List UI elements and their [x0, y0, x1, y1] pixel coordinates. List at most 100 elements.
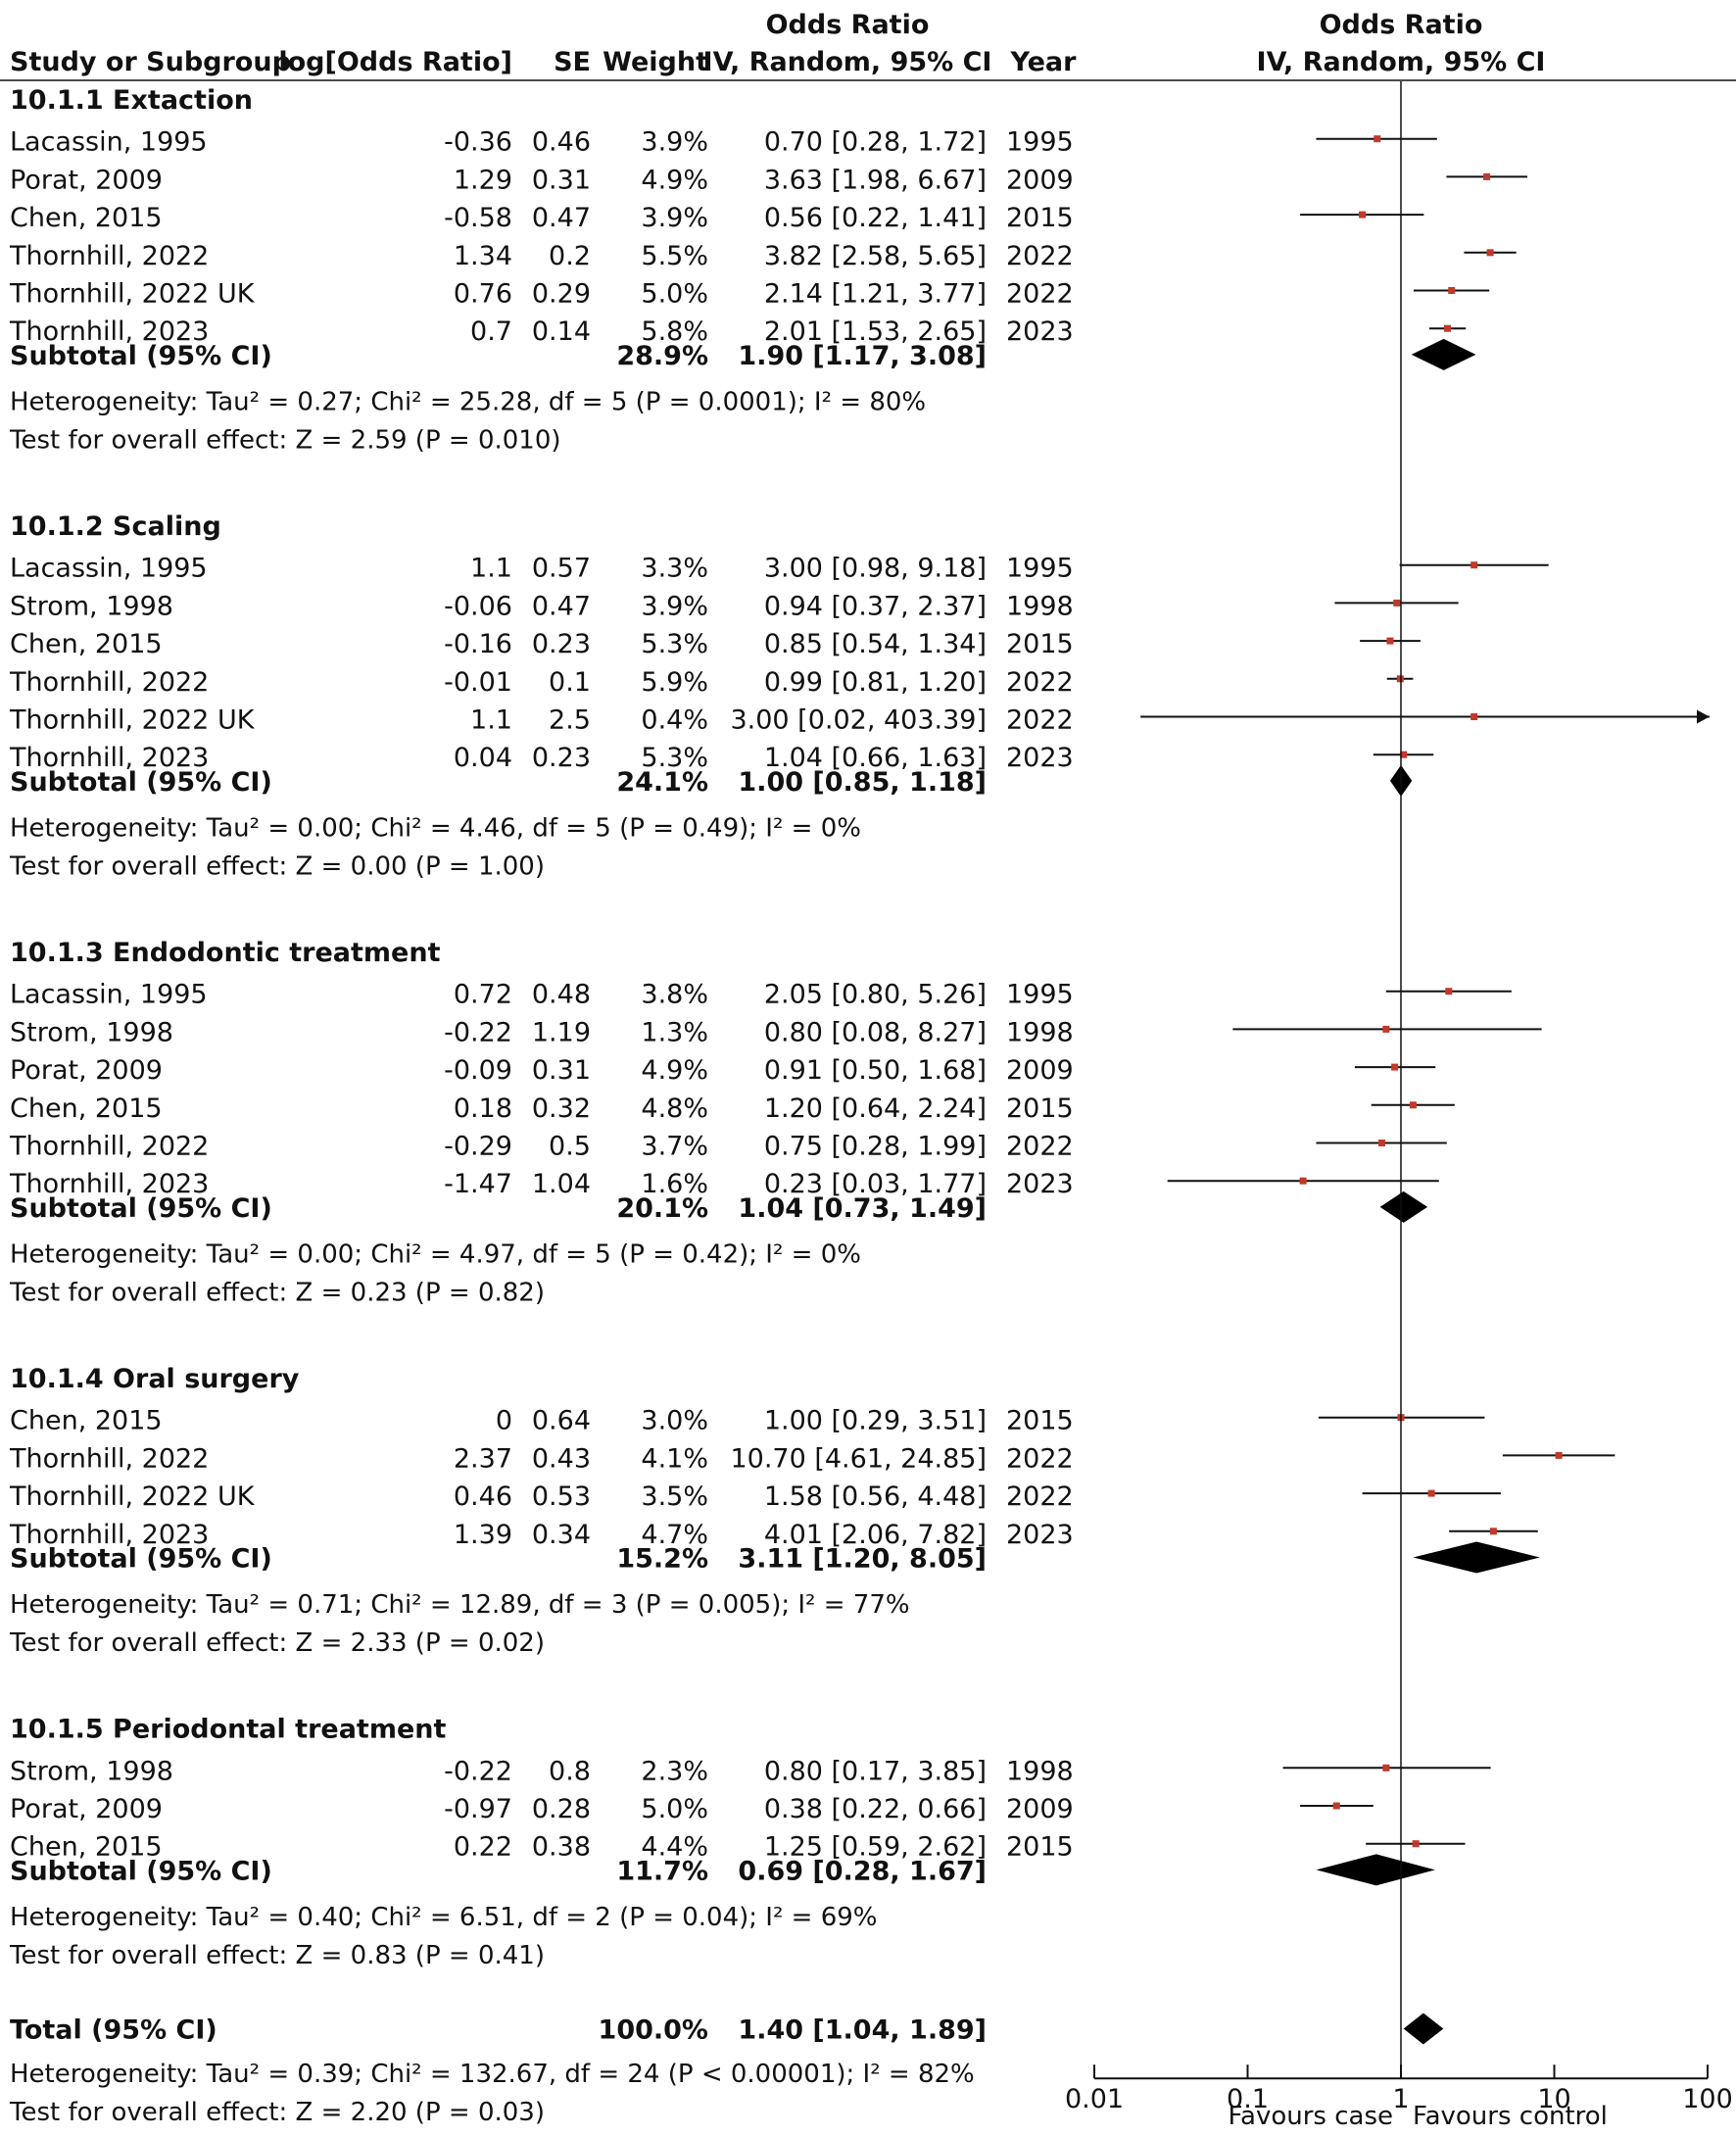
subgroup-4-study-1-year: 2015	[1006, 1406, 1074, 1436]
subgroup-4-study-3-se: 0.53	[532, 1481, 591, 1512]
subgroup-1-study-1-ci: 0.70 [0.28, 1.72]	[764, 127, 987, 158]
subgroup-3-subtotal-ci: 1.04 [0.73, 1.49]	[738, 1193, 987, 1224]
subgroup-1-study-6-se: 0.14	[532, 316, 591, 347]
subgroup-5-study-1-point	[1382, 1764, 1390, 1772]
subgroup-1-study-3-name: Chen, 2015	[10, 203, 163, 233]
subgroup-5-study-2-point	[1332, 1802, 1340, 1810]
subgroup-3-study-2-name: Strom, 1998	[10, 1017, 173, 1047]
subgroup-3-study-6-point	[1299, 1177, 1307, 1185]
subgroup-3-study-1-logor: 0.72	[454, 980, 512, 1010]
subgroup-3-subtotal-diamond	[1379, 1190, 1428, 1223]
subgroup-1-study-2-weight: 4.9%	[641, 165, 708, 195]
subgroup-3-study-6-ci: 0.23 [0.03, 1.77]	[764, 1169, 987, 1199]
subgroup-3-study-4-logor: 0.18	[454, 1093, 512, 1124]
subgroup-4-study-3-weight: 3.5%	[641, 1481, 708, 1512]
total-label: Total (95% CI)	[10, 2015, 217, 2046]
subgroup-3-study-4-weight: 4.8%	[641, 1093, 708, 1124]
subgroup-3-study-2-se: 1.19	[532, 1017, 591, 1047]
subgroup-2-study-5-name: Thornhill, 2022 UK	[9, 705, 256, 736]
subgroup-1-study-4-name: Thornhill, 2022	[9, 241, 209, 271]
subgroup-1-study-3-year: 2015	[1006, 203, 1074, 233]
subgroup-2-study-3-logor: -0.16	[444, 629, 512, 659]
subgroup-5-study-3-logor: 0.22	[454, 1832, 512, 1863]
subgroup-5-study-3-name: Chen, 2015	[10, 1832, 163, 1863]
subgroup-3-study-4-ci: 1.20 [0.64, 2.24]	[764, 1093, 987, 1124]
subgroup-2-study-6-logor: 0.04	[454, 743, 512, 773]
subgroup-3-study-1-weight: 3.8%	[641, 980, 708, 1010]
subgroup-2-study-1-year: 1995	[1006, 554, 1074, 584]
header-weight: Weight	[603, 47, 708, 77]
subgroup-3-study-1-ci: 2.05 [0.80, 5.26]	[764, 980, 987, 1010]
subgroup-3-study-6-year: 2023	[1006, 1169, 1074, 1199]
x-tick-label-4: 10	[1537, 2084, 1570, 2114]
subgroup-2-study-2-se: 0.47	[532, 591, 591, 621]
subgroup-3-study-5-weight: 3.7%	[641, 1132, 708, 1162]
subgroup-1-study-3-point	[1359, 211, 1367, 218]
header-logor: log[Odds Ratio]	[278, 47, 512, 77]
subgroup-3-study-5-name: Thornhill, 2022	[9, 1132, 209, 1162]
subgroup-5-overall-effect: Test for overall effect: Z = 0.83 (P = 0…	[9, 1941, 545, 1970]
subgroup-2-study-4-ci: 0.99 [0.81, 1.20]	[764, 667, 987, 698]
subgroup-3-subtotal-label: Subtotal (95% CI)	[10, 1193, 272, 1224]
subgroup-2-title: 10.1.2 Scaling	[10, 511, 221, 542]
subgroup-3-study-2-point	[1382, 1025, 1390, 1033]
subgroup-1-study-3-weight: 3.9%	[641, 203, 708, 233]
subgroup-2-study-3-weight: 5.3%	[641, 629, 708, 659]
subgroup-2-study-5-point	[1471, 713, 1478, 720]
subgroup-4-study-3-year: 2022	[1006, 1481, 1074, 1512]
subgroup-1-study-4-weight: 5.5%	[641, 241, 708, 271]
subgroup-5-study-2-logor: -0.97	[444, 1794, 512, 1824]
subgroup-5-study-2-se: 0.28	[532, 1794, 591, 1824]
subgroup-4-study-2-se: 0.43	[532, 1443, 591, 1474]
header-plot-ci: IV, Random, 95% CI	[1257, 47, 1546, 77]
subgroup-5-heterogeneity: Heterogeneity: Tau² = 0.40; Chi² = 6.51,…	[10, 1903, 878, 1932]
subgroup-2-study-5-ci-arrow	[1697, 709, 1710, 724]
subgroup-4-subtotal-weight: 15.2%	[616, 1544, 708, 1575]
subgroup-2-study-2-name: Strom, 1998	[10, 591, 173, 621]
subgroup-4-study-4-logor: 1.39	[454, 1520, 512, 1550]
subgroup-3-study-1-year: 1995	[1006, 980, 1074, 1010]
subgroup-2-study-5-se: 2.5	[549, 705, 591, 736]
subgroup-4-subtotal-ci: 3.11 [1.20, 8.05]	[738, 1544, 987, 1575]
subgroup-1-study-2-year: 2009	[1006, 165, 1074, 195]
subgroup-5-study-1-name: Strom, 1998	[10, 1756, 173, 1786]
subgroup-4-study-4-point	[1489, 1528, 1497, 1535]
subgroup-2-study-4-name: Thornhill, 2022	[9, 667, 209, 698]
subgroup-3-study-5-ci: 0.75 [0.28, 1.99]	[764, 1132, 987, 1162]
subgroup-2-study-6-name: Thornhill, 2023	[9, 743, 209, 773]
subgroup-4-overall-effect: Test for overall effect: Z = 2.33 (P = 0…	[9, 1628, 545, 1658]
subgroup-2-study-1-se: 0.57	[532, 554, 591, 584]
subgroup-1-study-6-name: Thornhill, 2023	[9, 316, 209, 347]
header-plot-odds-ratio: Odds Ratio	[1320, 10, 1483, 40]
subgroup-3-study-2-year: 1998	[1006, 1017, 1074, 1047]
total-overall-effect: Test for overall effect: Z = 2.20 (P = 0…	[9, 2098, 545, 2127]
subgroup-2-subtotal-weight: 24.1%	[616, 767, 708, 798]
total-diamond	[1403, 2013, 1444, 2045]
subgroup-2-study-6-se: 0.23	[532, 743, 591, 773]
subgroup-4-study-2-ci: 10.70 [4.61, 24.85]	[730, 1443, 987, 1474]
subgroup-3-study-3-point	[1391, 1063, 1399, 1071]
subgroup-1-subtotal-diamond	[1411, 338, 1476, 370]
subgroup-4-study-4-ci: 4.01 [2.06, 7.82]	[764, 1520, 987, 1550]
subgroup-2-study-5-weight: 0.4%	[641, 705, 708, 736]
subgroup-1-study-2-point	[1483, 172, 1491, 180]
subgroup-1-study-5-logor: 0.76	[454, 279, 512, 310]
subgroup-2-heterogeneity: Heterogeneity: Tau² = 0.00; Chi² = 4.46,…	[10, 814, 861, 844]
subgroup-2-study-2-weight: 3.9%	[641, 591, 708, 621]
subgroup-1-subtotal-label: Subtotal (95% CI)	[10, 341, 272, 371]
subgroup-3-study-5-logor: -0.29	[444, 1132, 512, 1162]
header-ci: IV, Random, 95% CI	[703, 47, 992, 77]
subgroup-4-study-4-year: 2023	[1006, 1520, 1074, 1550]
subgroup-1-study-3-se: 0.47	[532, 203, 591, 233]
header-year: Year	[1010, 47, 1078, 77]
subgroup-2-study-6-year: 2023	[1006, 743, 1074, 773]
subgroup-2-subtotal-ci: 1.00 [0.85, 1.18]	[738, 767, 987, 798]
subgroup-3-heterogeneity: Heterogeneity: Tau² = 0.00; Chi² = 4.97,…	[10, 1240, 861, 1270]
subgroup-1-study-5-weight: 5.0%	[641, 279, 708, 310]
subgroup-3-study-5-point	[1377, 1140, 1385, 1146]
subgroup-2-study-6-point	[1400, 751, 1408, 758]
subgroup-3-study-1-point	[1445, 988, 1453, 995]
header-study: Study or Subgroup	[10, 47, 291, 77]
subgroup-1-study-2-se: 0.31	[532, 165, 591, 195]
